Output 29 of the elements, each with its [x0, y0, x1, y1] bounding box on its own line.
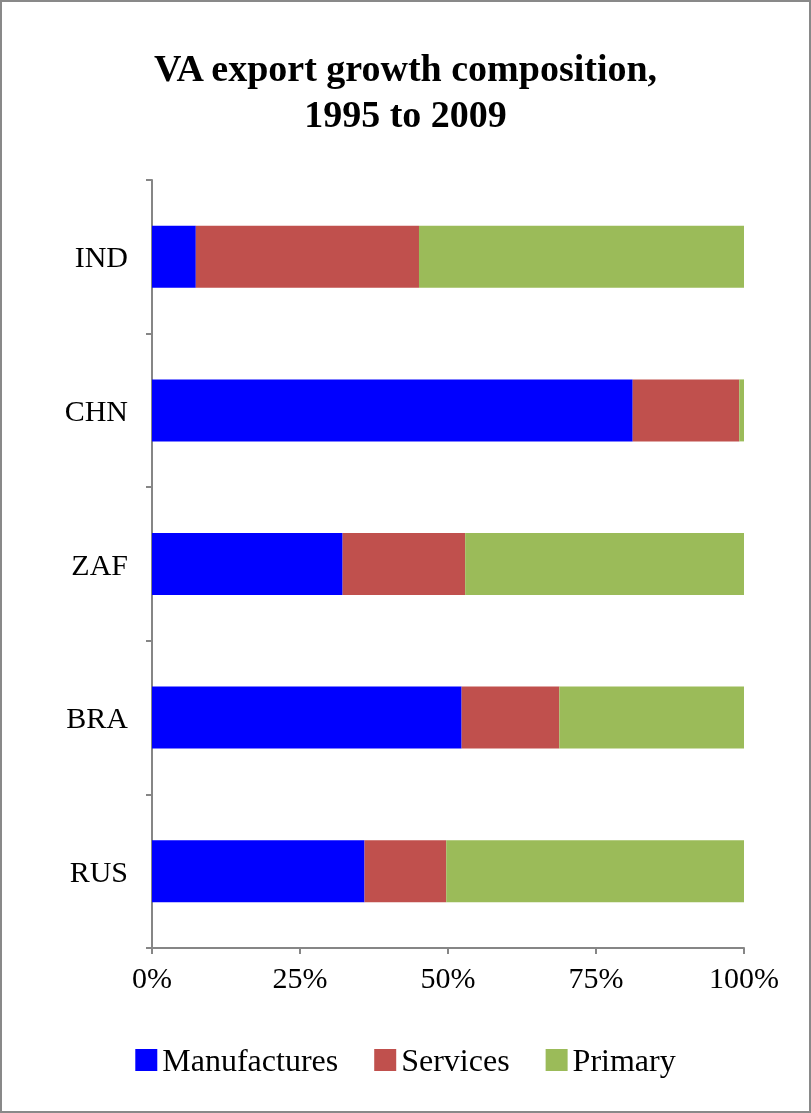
legend-label: Primary — [572, 1042, 676, 1078]
y-tick-label: ZAF — [71, 547, 128, 581]
chart-title: VA export growth composition, 1995 to 2009 — [153, 47, 658, 135]
bar — [446, 840, 744, 903]
bar — [418, 225, 744, 288]
y-tick-label: BRA — [66, 701, 129, 735]
x-tick-label: 0% — [132, 960, 172, 994]
bar — [342, 533, 466, 595]
bar — [559, 686, 744, 749]
bar — [152, 379, 633, 442]
bar — [152, 533, 343, 595]
y-tick-label: RUS — [69, 854, 128, 888]
x-tick-label: 75% — [568, 960, 624, 994]
bar — [152, 840, 365, 903]
bar — [152, 225, 196, 288]
x-tick-label: 100% — [709, 960, 779, 994]
x-tick-label: 50% — [420, 960, 476, 994]
bar — [195, 225, 419, 288]
x-tick-label: 25% — [272, 960, 328, 994]
legend-label: Services — [401, 1042, 510, 1078]
bar — [461, 686, 560, 749]
bar — [632, 379, 740, 442]
bar — [739, 379, 744, 442]
bar — [152, 686, 462, 749]
bar — [465, 533, 744, 595]
y-tick-label: IND — [74, 240, 128, 274]
bar — [364, 840, 447, 903]
legend-label: Manufactures — [162, 1042, 339, 1078]
y-tick-label: CHN — [64, 393, 128, 427]
